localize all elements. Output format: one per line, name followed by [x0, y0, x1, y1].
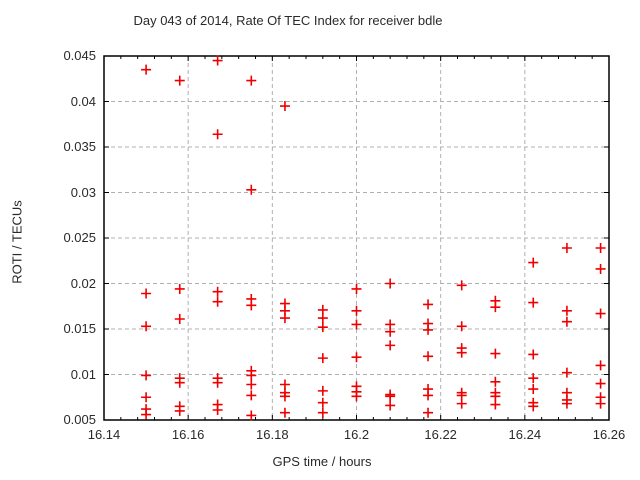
y-tick-label: 0.045	[63, 48, 96, 63]
x-tick-label: 16.24	[508, 427, 542, 442]
data-point	[385, 278, 396, 289]
data-point	[174, 405, 185, 416]
data-point	[528, 384, 539, 395]
data-point	[490, 399, 501, 410]
data-point	[317, 397, 328, 408]
data-point	[246, 184, 257, 195]
data-point	[174, 283, 185, 294]
data-point	[456, 321, 467, 332]
data-point	[456, 398, 467, 409]
y-tick-label: 0.01	[70, 366, 96, 382]
data-point	[385, 326, 396, 337]
data-point	[351, 283, 362, 294]
data-point	[174, 377, 185, 388]
data-point	[246, 75, 257, 86]
x-tick-label: 16.16	[171, 427, 205, 442]
data-point	[561, 316, 572, 327]
data-point	[351, 319, 362, 330]
data-point	[141, 64, 152, 75]
data-point	[490, 348, 501, 359]
data-point	[528, 297, 539, 308]
data-point	[490, 302, 501, 313]
y-tick-label: 0.005	[63, 412, 96, 427]
data-point	[212, 404, 223, 415]
data-point	[351, 391, 362, 402]
data-point	[141, 288, 152, 299]
data-point	[528, 349, 539, 360]
data-point	[528, 401, 539, 412]
data-point	[279, 407, 290, 418]
data-point	[174, 75, 185, 86]
data-point	[385, 400, 396, 411]
data-point	[561, 398, 572, 409]
data-point	[528, 373, 539, 384]
data-point	[490, 376, 501, 387]
data-point	[385, 340, 396, 351]
data-point	[595, 243, 606, 254]
data-point	[212, 377, 223, 388]
x-tick-label: 16.18	[256, 427, 289, 442]
y-tick-label: 0.025	[63, 230, 96, 245]
data-point	[561, 243, 572, 254]
data-point	[212, 286, 223, 297]
data-point	[246, 300, 257, 311]
data-point	[456, 347, 467, 358]
x-tick-label: 16.14	[87, 427, 121, 442]
x-axis-title: GPS time / hours	[272, 454, 372, 469]
data-point	[317, 322, 328, 333]
data-point	[279, 313, 290, 324]
data-point	[561, 367, 572, 378]
data-point	[423, 407, 434, 418]
data-point	[317, 407, 328, 418]
data-point	[141, 409, 152, 420]
data-point	[212, 55, 223, 66]
data-point	[595, 360, 606, 371]
data-point	[456, 280, 467, 291]
data-point	[528, 257, 539, 268]
data-point	[595, 308, 606, 319]
data-point	[141, 392, 152, 403]
data-point	[174, 313, 185, 324]
data-point	[141, 321, 152, 332]
data-point	[317, 353, 328, 364]
y-tick-label: 0.015	[63, 321, 96, 336]
data-point	[317, 313, 328, 324]
data-point	[246, 390, 257, 401]
data-point	[246, 410, 257, 421]
data-point	[385, 391, 396, 402]
data-point	[595, 398, 606, 409]
data-point	[423, 390, 434, 401]
data-point	[351, 305, 362, 316]
data-point	[351, 352, 362, 363]
data-point	[279, 391, 290, 402]
data-point	[212, 129, 223, 140]
data-point	[423, 324, 434, 335]
y-tick-label: 0.03	[70, 184, 96, 200]
y-tick-label: 0.02	[70, 275, 96, 291]
data-point	[246, 370, 257, 381]
x-tick-label: 16.22	[424, 427, 457, 442]
data-point	[423, 351, 434, 362]
x-tick-label: 16.2	[343, 427, 370, 442]
data-point	[595, 378, 606, 389]
y-tick-label: 0.04	[70, 93, 96, 109]
data-point	[423, 299, 434, 310]
y-tick-label: 0.035	[63, 139, 96, 154]
data-point	[212, 296, 223, 307]
chart-title: Day 043 of 2014, Rate Of TEC Index for r…	[133, 13, 443, 28]
data-point	[141, 370, 152, 381]
data-point	[317, 385, 328, 396]
data-point	[279, 101, 290, 112]
data-point	[561, 305, 572, 316]
x-tick-label: 16.26	[592, 427, 626, 442]
data-point	[246, 379, 257, 390]
data-point	[595, 263, 606, 274]
